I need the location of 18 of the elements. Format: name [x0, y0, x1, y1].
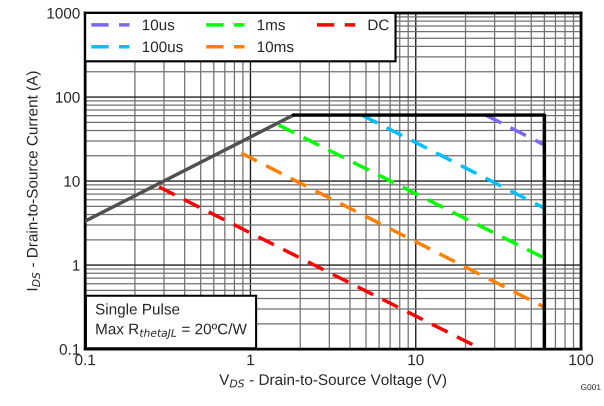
- x-tick-label: 100: [569, 354, 594, 366]
- x-tick-label: 10: [408, 354, 424, 366]
- annotation: Single Pulse Max R$_{thetaJL}$ = 20ºC/W: [96, 303, 247, 339]
- legend-label: 10ms: [258, 41, 294, 52]
- y-tick-label: 10: [64, 176, 80, 187]
- y-axis-title: I$_{DS}$ - Drain-to-Source Current (A): [26, 72, 41, 290]
- x-tick-label: 0.1: [75, 354, 96, 366]
- y-tick-label: 1000: [47, 8, 80, 19]
- y-tick-label: 0.1: [60, 344, 80, 355]
- x-axis-title: V$_{DS}$ - Drain-to-Source Voltage (V): [219, 374, 446, 388]
- legend-label: 1ms: [258, 20, 285, 30]
- x-tick-label: 1: [247, 354, 254, 366]
- legend-label: 10us: [142, 20, 174, 30]
- y-tick-label: 100: [56, 92, 80, 103]
- legend-label: DC: [368, 20, 389, 30]
- legend-label: 100us: [142, 41, 183, 52]
- text: G001: [581, 384, 601, 390]
- y-tick-label: 1: [72, 260, 80, 271]
